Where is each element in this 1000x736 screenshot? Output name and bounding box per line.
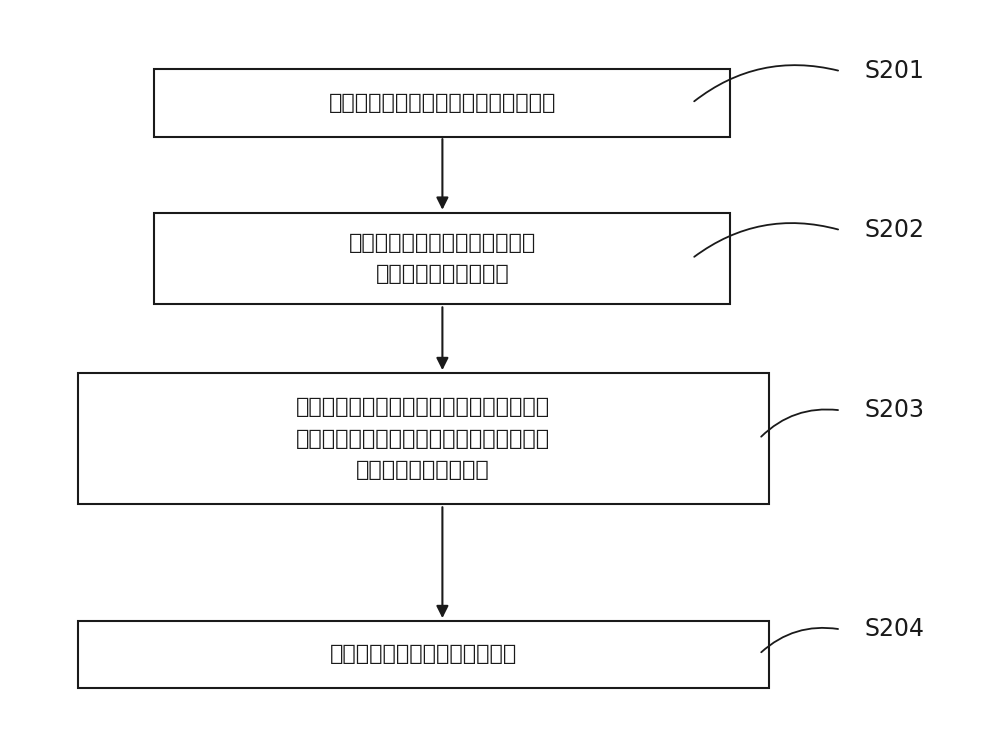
Text: 由工作单元执行降额指令或关机: 由工作单元执行降额指令或关机 <box>349 233 536 252</box>
Bar <box>78 620 769 687</box>
Text: S201: S201 <box>865 59 925 83</box>
Text: 时，生成开关可断指令: 时，生成开关可断指令 <box>356 461 490 481</box>
Text: S204: S204 <box>865 618 925 642</box>
Text: S202: S202 <box>865 218 925 242</box>
Text: 设数值进行比较，当工作数值小于预设数值: 设数值进行比较，当工作数值小于预设数值 <box>296 428 550 449</box>
Text: 根据开关可断指令，断开熔断器: 根据开关可断指令，断开熔断器 <box>330 644 517 664</box>
Text: 向工作单元发送降额指令或者关机指令: 向工作单元发送降额指令或者关机指令 <box>329 93 556 113</box>
Text: 获取工作电流的工作数值，将工作数值和预: 获取工作电流的工作数值，将工作数值和预 <box>296 397 550 417</box>
Bar <box>78 373 769 504</box>
Text: S203: S203 <box>865 398 925 422</box>
Bar <box>154 69 730 137</box>
Bar <box>154 213 730 305</box>
Text: 指令，以降低工作电流: 指令，以降低工作电流 <box>376 264 509 284</box>
